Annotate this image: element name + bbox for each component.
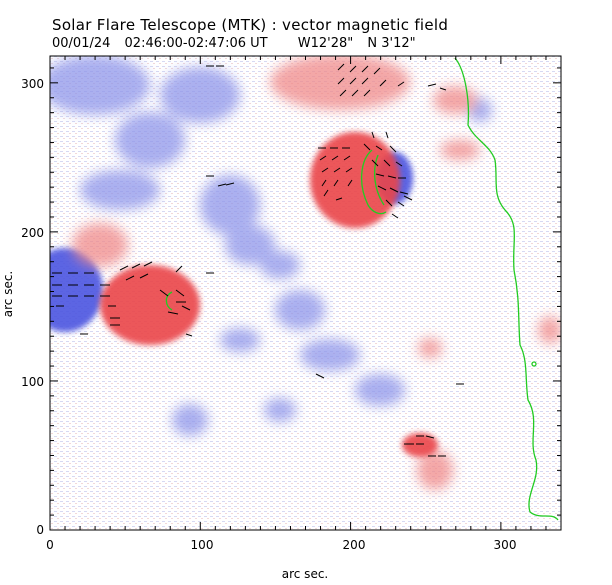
y-axis-title: arc sec. xyxy=(1,271,15,317)
plot-title: Solar Flare Telescope (MTK) : vector mag… xyxy=(52,16,449,34)
transverse-field-vectors xyxy=(52,63,464,457)
y-tick-label: 200 xyxy=(21,226,44,240)
observation-info: 00/01/24 02:46:00-02:47:06 UT W12'28" N … xyxy=(52,36,426,51)
position-west: W12'28" xyxy=(297,36,354,51)
magnetogram-image xyxy=(50,56,561,521)
observation-time-range: 02:46:00-02:47:06 UT xyxy=(124,36,268,51)
x-tick-label: 200 xyxy=(343,538,366,552)
negative-polarity-regions xyxy=(50,56,492,436)
position-north: N 3'12" xyxy=(367,36,416,51)
x-axis-title: arc sec. xyxy=(282,567,328,581)
x-tick-label: 300 xyxy=(494,538,517,552)
observation-date: 00/01/24 xyxy=(52,36,111,51)
y-tick-label: 100 xyxy=(21,375,44,389)
y-tick-label: 0 xyxy=(36,523,44,537)
x-tick-label: 0 xyxy=(46,538,54,552)
axis-ticks xyxy=(49,56,562,531)
x-tick-label: 100 xyxy=(191,538,214,552)
positive-polarity-regions xyxy=(72,56,561,490)
green-contours xyxy=(165,57,559,521)
y-tick-label: 300 xyxy=(21,77,44,91)
